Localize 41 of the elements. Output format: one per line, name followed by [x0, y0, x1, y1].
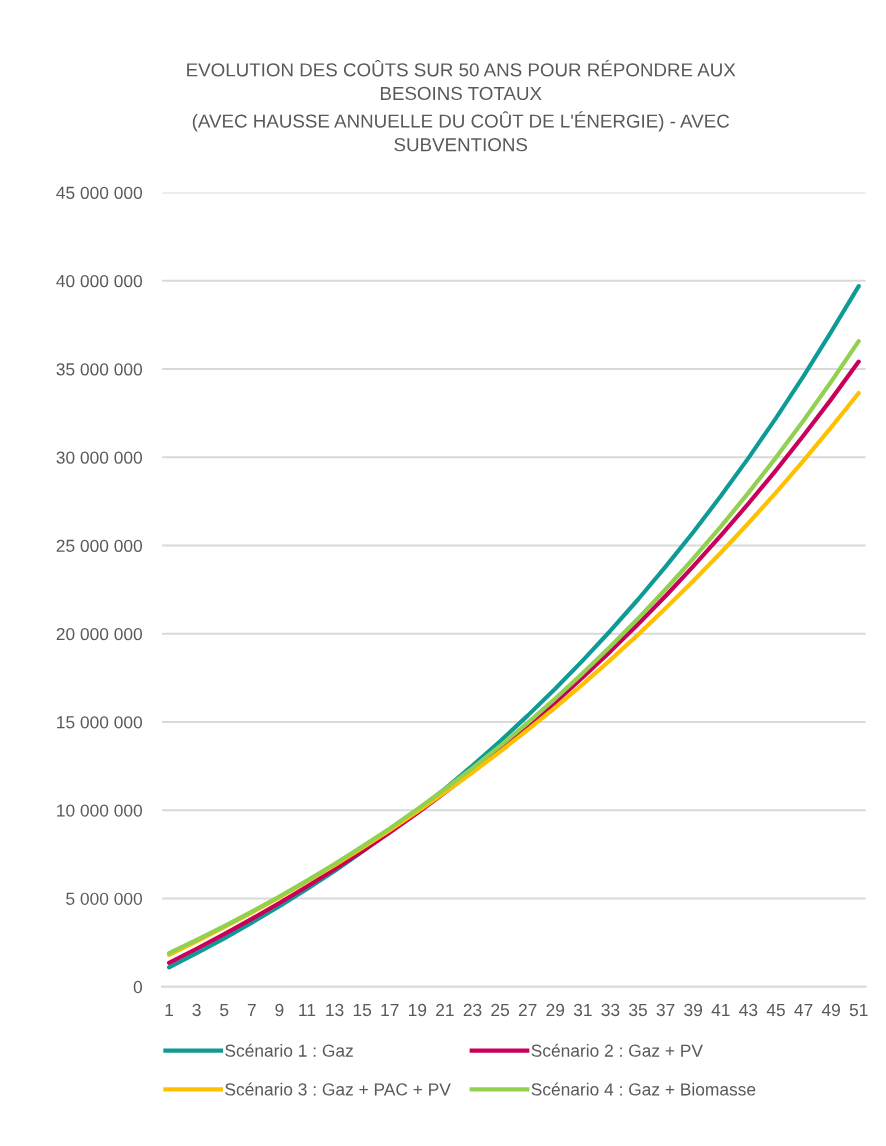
x-tick-label: 1 [165, 1004, 174, 1016]
x-tick-label: 35 [629, 1003, 647, 1017]
y-tick-label: 0 [133, 980, 143, 994]
x-tick-label: 31 [573, 1003, 592, 1017]
x-tick-label: 9 [275, 1003, 284, 1017]
x-tick-label: 47 [794, 1004, 813, 1016]
x-tick-label: 21 [436, 1003, 454, 1016]
legend-label: Scénario 2 : Gaz + PV [531, 1043, 703, 1057]
x-tick-label: 11 [299, 1004, 316, 1016]
x-tick-label: 25 [491, 1003, 510, 1017]
x-tick-label: 33 [601, 1003, 620, 1017]
y-tick-label: 30 000 000 [56, 451, 143, 464]
x-tick-label: 39 [684, 1003, 703, 1017]
x-tick-label: 19 [408, 1003, 427, 1017]
x-tick-label: 13 [326, 1003, 344, 1017]
y-tick-label: 25 000 000 [56, 539, 143, 552]
x-tick-label: 5 [220, 1004, 229, 1017]
y-tick-label: 35 000 000 [56, 363, 143, 376]
x-tick-label: 49 [821, 1003, 840, 1017]
x-tick-label: 41 [711, 1004, 730, 1016]
y-tick-label: 5 000 000 [66, 892, 143, 905]
y-tick-label: 45 000 000 [56, 186, 143, 199]
y-tick-label: 10 000 000 [57, 804, 143, 817]
y-tick-label: 40 000 000 [56, 274, 143, 288]
chart-title: EVOLUTION DES COÛTS SUR 50 ANS POUR RÉPONDRE AUX BESOINS TOTAUX (AVEC HAUSSE ANNUELLE DU COÛT DE L'ÉNERGIE) - AVEC SUBVENTIONS [187, 59, 736, 152]
y-tick-label: 20 000 000 [56, 627, 143, 641]
x-tick-label: 51 [849, 1004, 868, 1017]
x-tick-label: 7 [247, 1004, 256, 1016]
legend-label: Scénario 3 : Gaz + PAC + PV [225, 1082, 451, 1096]
x-tick-label: 15 [353, 1004, 372, 1017]
x-tick-label: 37 [656, 1003, 675, 1017]
x-tick-label: 45 [766, 1004, 785, 1017]
legend-label: Scénario 4 : Gaz + Biomasse [531, 1082, 756, 1096]
x-tick-label: 3 [192, 1003, 201, 1017]
x-tick-label: 27 [518, 1003, 537, 1016]
x-tick-label: 17 [381, 1004, 399, 1016]
x-tick-label: 23 [463, 1003, 482, 1017]
y-tick-label: 15 000 000 [57, 716, 143, 729]
x-tick-label: 29 [546, 1003, 565, 1017]
x-tick-label: 43 [739, 1003, 758, 1017]
legend-label: Scénario 1 : Gaz [225, 1043, 353, 1057]
